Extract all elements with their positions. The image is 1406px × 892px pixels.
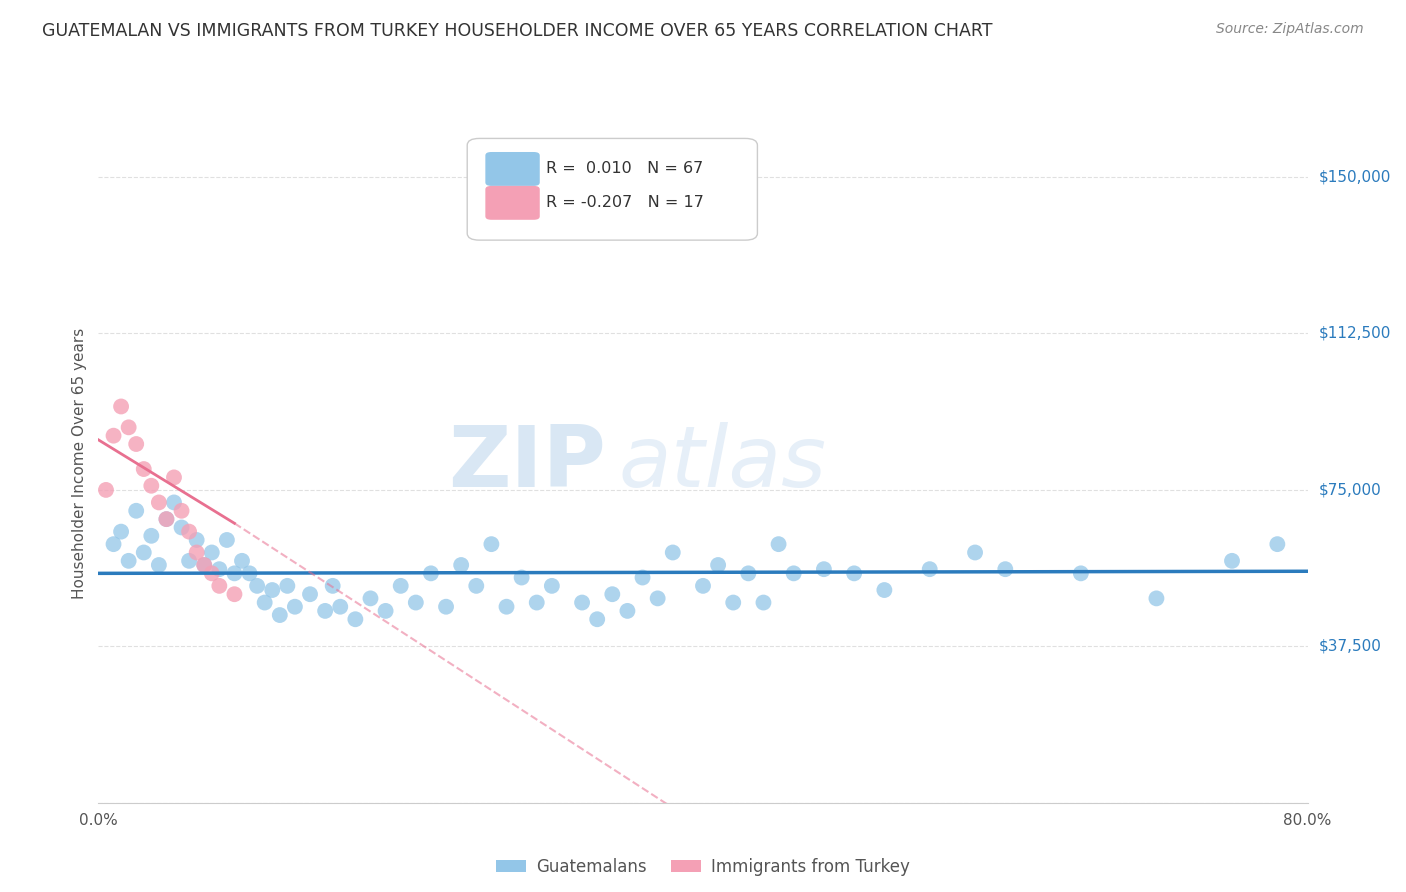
Point	[465, 579, 488, 593]
Point	[374, 604, 396, 618]
Point	[692, 579, 714, 593]
Point	[1070, 566, 1092, 581]
Point	[420, 566, 443, 581]
Point	[148, 495, 170, 509]
Point	[110, 400, 132, 414]
FancyBboxPatch shape	[467, 138, 758, 240]
Point	[616, 604, 638, 618]
Text: R =  0.010   N = 67: R = 0.010 N = 67	[546, 161, 703, 177]
Point	[186, 533, 208, 547]
Point	[344, 612, 367, 626]
Point	[276, 579, 298, 593]
Text: $37,500: $37,500	[1319, 639, 1382, 654]
Point	[510, 570, 533, 584]
Text: atlas: atlas	[619, 422, 827, 506]
Point	[602, 587, 624, 601]
Point	[118, 420, 141, 434]
Point	[994, 562, 1017, 576]
Point	[201, 545, 224, 559]
Point	[208, 562, 231, 576]
Point	[141, 529, 163, 543]
Point	[163, 495, 186, 509]
Point	[873, 582, 896, 597]
Point	[179, 524, 201, 539]
Text: $75,000: $75,000	[1319, 483, 1382, 498]
Point	[768, 537, 790, 551]
Point	[1144, 591, 1167, 606]
Point	[707, 558, 730, 572]
Point	[231, 554, 253, 568]
Point	[239, 566, 262, 581]
Point	[269, 608, 291, 623]
FancyBboxPatch shape	[485, 152, 540, 186]
Point	[155, 512, 177, 526]
Point	[737, 566, 759, 581]
Point	[224, 566, 246, 581]
Text: Source: ZipAtlas.com: Source: ZipAtlas.com	[1216, 22, 1364, 37]
Point	[132, 545, 155, 559]
Point	[586, 612, 609, 626]
Point	[125, 504, 148, 518]
Point	[201, 566, 224, 581]
Point	[170, 520, 193, 534]
Point	[322, 579, 344, 593]
Point	[132, 462, 155, 476]
Point	[215, 533, 238, 547]
Point	[141, 479, 163, 493]
Point	[647, 591, 669, 606]
Point	[752, 596, 775, 610]
Point	[208, 579, 231, 593]
Point	[813, 562, 835, 576]
Point	[918, 562, 941, 576]
Point	[1220, 554, 1243, 568]
Point	[782, 566, 804, 581]
Point	[450, 558, 472, 572]
Point	[1267, 537, 1289, 551]
Point	[125, 437, 148, 451]
Text: $112,500: $112,500	[1319, 326, 1391, 341]
Point	[103, 428, 125, 442]
Point	[94, 483, 117, 497]
Text: GUATEMALAN VS IMMIGRANTS FROM TURKEY HOUSEHOLDER INCOME OVER 65 YEARS CORRELATIO: GUATEMALAN VS IMMIGRANTS FROM TURKEY HOU…	[42, 22, 993, 40]
Point	[103, 537, 125, 551]
Point	[965, 545, 987, 559]
Text: R = -0.207   N = 17: R = -0.207 N = 17	[546, 195, 703, 211]
Point	[360, 591, 382, 606]
Y-axis label: Householder Income Over 65 years: Householder Income Over 65 years	[72, 328, 87, 599]
Point	[110, 524, 132, 539]
Point	[495, 599, 517, 614]
Point	[661, 545, 683, 559]
Point	[253, 596, 276, 610]
Point	[571, 596, 593, 610]
Point	[284, 599, 307, 614]
Point	[246, 579, 269, 593]
Point	[405, 596, 427, 610]
Point	[193, 558, 215, 572]
Point	[193, 558, 215, 572]
Point	[723, 596, 745, 610]
Point	[631, 570, 654, 584]
Point	[481, 537, 503, 551]
Text: ZIP: ZIP	[449, 422, 606, 506]
Point	[389, 579, 412, 593]
Point	[526, 596, 548, 610]
Point	[299, 587, 322, 601]
Point	[118, 554, 141, 568]
Point	[148, 558, 170, 572]
Point	[179, 554, 201, 568]
Text: $150,000: $150,000	[1319, 169, 1391, 185]
Point	[434, 599, 457, 614]
Point	[540, 579, 562, 593]
Point	[170, 504, 193, 518]
Point	[329, 599, 352, 614]
Legend: Guatemalans, Immigrants from Turkey: Guatemalans, Immigrants from Turkey	[489, 851, 917, 882]
FancyBboxPatch shape	[485, 186, 540, 219]
Point	[186, 545, 208, 559]
Point	[163, 470, 186, 484]
Point	[844, 566, 866, 581]
Point	[155, 512, 177, 526]
Point	[224, 587, 246, 601]
Point	[262, 582, 284, 597]
Point	[314, 604, 336, 618]
